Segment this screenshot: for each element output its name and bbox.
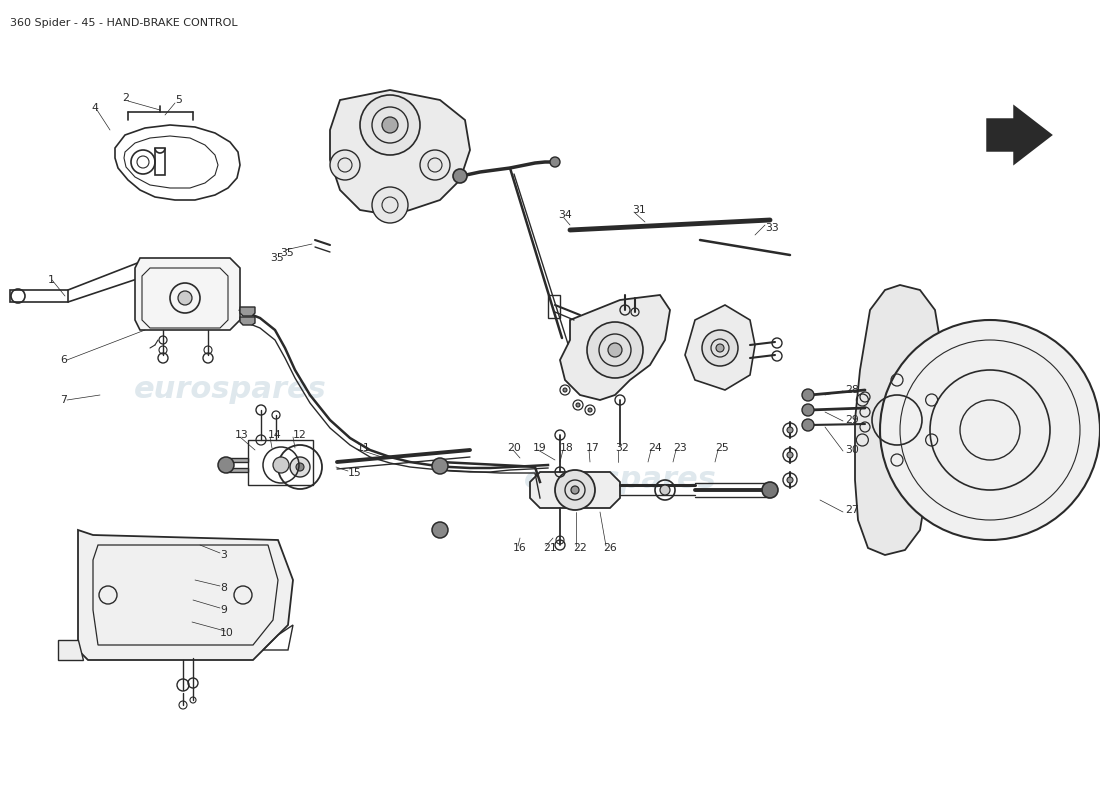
Circle shape — [550, 157, 560, 167]
Circle shape — [382, 117, 398, 133]
Text: 22: 22 — [573, 543, 586, 553]
Text: 33: 33 — [764, 223, 779, 233]
Polygon shape — [988, 108, 1050, 162]
Text: 29: 29 — [845, 415, 859, 425]
Polygon shape — [530, 472, 620, 508]
Text: 7: 7 — [60, 395, 67, 405]
Circle shape — [453, 169, 468, 183]
Polygon shape — [240, 317, 255, 325]
Polygon shape — [855, 285, 940, 555]
Text: 19: 19 — [534, 443, 547, 453]
Text: 18: 18 — [560, 443, 574, 453]
Text: 34: 34 — [558, 210, 572, 220]
Circle shape — [588, 408, 592, 412]
Circle shape — [786, 452, 793, 458]
Text: 35: 35 — [270, 253, 284, 263]
Polygon shape — [226, 458, 248, 462]
Circle shape — [802, 404, 814, 416]
Text: 30: 30 — [845, 445, 859, 455]
Text: 31: 31 — [632, 205, 646, 215]
Circle shape — [432, 458, 448, 474]
Text: 27: 27 — [845, 505, 859, 515]
Text: 21: 21 — [543, 543, 557, 553]
Text: 24: 24 — [648, 443, 662, 453]
Text: 17: 17 — [586, 443, 600, 453]
Text: 23: 23 — [673, 443, 686, 453]
Circle shape — [786, 427, 793, 433]
Circle shape — [273, 457, 289, 473]
Circle shape — [290, 457, 310, 477]
Text: 5: 5 — [175, 95, 182, 105]
Circle shape — [802, 389, 814, 401]
Circle shape — [576, 403, 580, 407]
Circle shape — [556, 470, 595, 510]
Circle shape — [702, 330, 738, 366]
Polygon shape — [135, 258, 240, 330]
Circle shape — [360, 95, 420, 155]
Text: 15: 15 — [348, 468, 362, 478]
Text: 3: 3 — [220, 550, 227, 560]
Circle shape — [296, 463, 304, 471]
Text: 13: 13 — [235, 430, 249, 440]
Text: 25: 25 — [715, 443, 728, 453]
Circle shape — [372, 187, 408, 223]
Text: 26: 26 — [603, 543, 617, 553]
Text: 360 Spider - 45 - HAND-BRAKE CONTROL: 360 Spider - 45 - HAND-BRAKE CONTROL — [10, 18, 238, 28]
Circle shape — [563, 388, 566, 392]
Text: 11: 11 — [358, 443, 371, 453]
Text: 8: 8 — [220, 583, 227, 593]
Text: eurospares: eurospares — [133, 375, 327, 405]
Text: 28: 28 — [845, 385, 859, 395]
Circle shape — [660, 485, 670, 495]
Circle shape — [420, 150, 450, 180]
Text: 4: 4 — [91, 103, 98, 113]
Circle shape — [571, 486, 579, 494]
Text: 6: 6 — [60, 355, 67, 365]
Text: eurospares: eurospares — [524, 466, 716, 494]
Text: 14: 14 — [268, 430, 282, 440]
Polygon shape — [685, 305, 755, 390]
Text: 20: 20 — [507, 443, 521, 453]
Polygon shape — [240, 307, 255, 316]
Circle shape — [178, 291, 192, 305]
Circle shape — [587, 322, 643, 378]
Text: 32: 32 — [615, 443, 629, 453]
Polygon shape — [58, 640, 82, 660]
Circle shape — [218, 457, 234, 473]
Text: 10: 10 — [220, 628, 234, 638]
Text: 2: 2 — [122, 93, 129, 103]
Polygon shape — [226, 468, 248, 472]
Text: 12: 12 — [293, 430, 307, 440]
Circle shape — [880, 320, 1100, 540]
Polygon shape — [78, 530, 293, 660]
Circle shape — [716, 344, 724, 352]
Circle shape — [432, 522, 448, 538]
Polygon shape — [330, 90, 470, 215]
Circle shape — [802, 419, 814, 431]
Circle shape — [330, 150, 360, 180]
Circle shape — [786, 477, 793, 483]
Text: 16: 16 — [513, 543, 527, 553]
Text: 9: 9 — [220, 605, 227, 615]
Circle shape — [608, 343, 622, 357]
Text: 35: 35 — [280, 248, 294, 258]
Text: 1: 1 — [48, 275, 55, 285]
Circle shape — [762, 482, 778, 498]
Polygon shape — [560, 295, 670, 400]
